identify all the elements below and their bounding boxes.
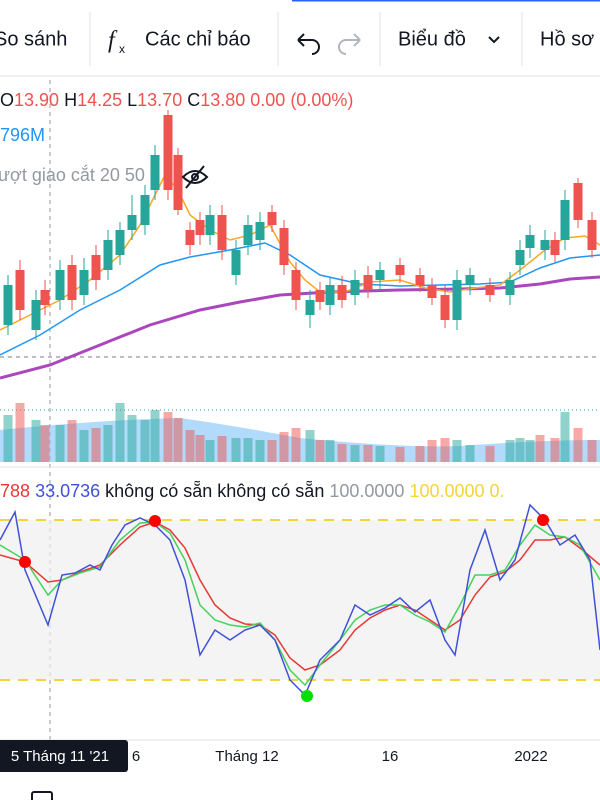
cross-down-marker xyxy=(149,515,161,527)
volume-down xyxy=(15,403,597,462)
redo-button[interactable] xyxy=(338,33,361,55)
close-value: 13.80 xyxy=(200,90,245,110)
crosshair-label: 5 Tháng 11 '21 xyxy=(11,748,109,765)
ma-fast xyxy=(0,242,600,356)
crosshair-label-box xyxy=(0,740,128,772)
cross-down-marker xyxy=(537,514,549,526)
na-value: không có sẵn xyxy=(217,481,324,501)
time-label: 2022 xyxy=(514,748,547,765)
open-value: 13.90 xyxy=(14,90,59,110)
ohlc-legend: O13.90 H14.25 L13.70 C13.80 0.00 (0.00%) xyxy=(0,90,353,110)
oscillator-legend: 788 33.0736 không có sẵn không có sẵn 10… xyxy=(0,481,505,501)
volume-legend: 796M xyxy=(0,125,45,145)
low-value: 13.70 xyxy=(137,90,182,110)
na-value: không có sẵn xyxy=(105,481,212,501)
cross-up-marker xyxy=(301,690,313,702)
ma-short xyxy=(0,173,600,331)
indicators-label: Các chỉ báo xyxy=(145,28,251,50)
candles-up xyxy=(3,155,570,330)
chevron xyxy=(488,36,500,44)
extra-value: 0. xyxy=(490,481,505,501)
compare-button[interactable]: So sánh xyxy=(0,28,67,50)
profile-button[interactable]: Hồ sơ xyxy=(540,28,594,50)
indicators-button[interactable]: f x Các chỉ báo xyxy=(108,28,251,57)
ma-slow xyxy=(0,275,600,380)
fx-icon-x: x xyxy=(119,42,125,56)
time-label: 16 xyxy=(382,748,399,765)
k-line xyxy=(0,503,600,697)
time-label: 6 xyxy=(132,748,140,765)
chart-type-button[interactable]: Biểu đồ xyxy=(398,28,466,50)
change-value: 0.00 (0.00%) xyxy=(250,90,353,110)
candles-down xyxy=(15,115,597,320)
oscillator-band xyxy=(0,520,600,680)
high-value: 14.25 xyxy=(77,90,122,110)
low-label: L xyxy=(127,90,137,110)
candle-wicks-down xyxy=(19,110,593,328)
high-label: H xyxy=(64,90,77,110)
d-value: 33.0736 xyxy=(35,481,100,501)
calendar-icon[interactable] xyxy=(31,791,53,805)
upper-value: 100.0000 xyxy=(329,481,404,501)
signal-line xyxy=(0,521,600,671)
indicator-legend: ượt giao cắt 20 50 xyxy=(0,164,145,185)
volume-up xyxy=(3,403,570,462)
k-value: 788 xyxy=(0,481,30,501)
close-label: C xyxy=(187,90,200,110)
hide-icon[interactable] xyxy=(181,165,209,189)
time-label: Tháng 12 xyxy=(215,748,278,765)
upper-value: 100.0000 xyxy=(409,481,484,501)
cross-down-marker xyxy=(19,556,31,568)
d-line xyxy=(0,521,600,687)
fx-icon: f xyxy=(108,28,118,54)
undo-button[interactable] xyxy=(297,33,320,55)
open-label: O xyxy=(0,90,14,110)
